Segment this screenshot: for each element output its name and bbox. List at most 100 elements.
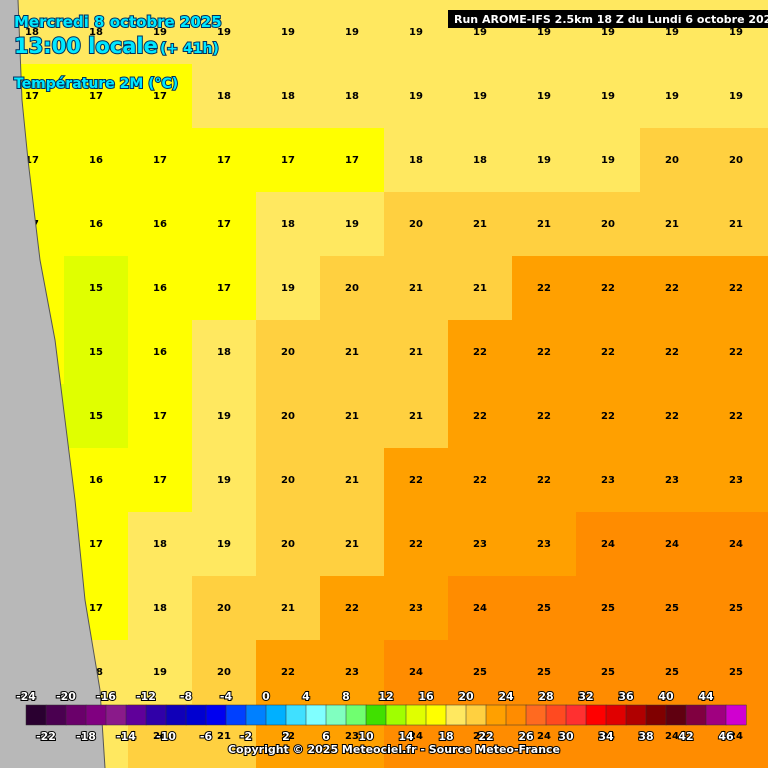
temp-cell	[704, 512, 768, 577]
temp-value: 19	[217, 27, 231, 38]
temp-value: 22	[537, 475, 551, 486]
temp-cell	[192, 256, 257, 321]
temp-cell	[64, 64, 129, 129]
temp-cell	[512, 320, 577, 385]
colorbar-label: 36	[618, 690, 634, 703]
colorbar-label: -12	[136, 690, 156, 703]
temp-value: 24	[601, 731, 615, 742]
temp-value: 16	[89, 219, 103, 230]
temp-cell	[704, 192, 768, 257]
temp-value: 21	[345, 475, 359, 486]
colorbar-cell	[45, 704, 67, 726]
colorbar-cell	[725, 704, 747, 726]
temp-cell	[704, 448, 768, 513]
temp-value: 19	[217, 475, 231, 486]
temp-value: 19	[345, 27, 359, 38]
temp-value: 23	[665, 475, 679, 486]
colorbar-label: -4	[220, 690, 233, 703]
temp-value: 21	[281, 603, 295, 614]
temp-cell	[192, 192, 257, 257]
temp-value: 19	[217, 411, 231, 422]
colorbar-label: 28	[538, 690, 553, 703]
temp-value: 20	[345, 283, 359, 294]
temp-cell	[320, 576, 385, 641]
temp-cell	[512, 576, 577, 641]
temp-cell	[64, 320, 129, 385]
temp-value: 19	[729, 27, 743, 38]
temp-value: 23	[409, 603, 423, 614]
colorbar-cell	[145, 704, 167, 726]
temp-cell	[704, 128, 768, 193]
temp-cell	[448, 576, 513, 641]
colorbar-label: -8	[180, 690, 192, 703]
temp-value: 18	[25, 27, 39, 38]
temp-cell	[512, 256, 577, 321]
temp-value: 21	[345, 411, 359, 422]
temp-cell	[320, 384, 385, 449]
colorbar-label: 2	[282, 730, 290, 743]
temp-cell	[448, 448, 513, 513]
temp-value: 22	[537, 283, 551, 294]
temp-value: 17	[281, 155, 295, 166]
temp-value: 18	[281, 219, 295, 230]
temp-value: 20	[409, 219, 423, 230]
colorbar-label: 40	[658, 690, 674, 703]
colorbar: -24 -20 -16 -12 -8 -4 0 4 8 12 16 20 24 28 32 36 40 44-22…	[15, 689, 747, 744]
temp-value: 20	[281, 411, 295, 422]
temp-cell	[512, 384, 577, 449]
temp-value: 21	[345, 539, 359, 550]
temp-cell	[128, 320, 193, 385]
temp-cell	[448, 128, 513, 193]
colorbar-label: 22	[478, 730, 493, 743]
coastline	[17, 0, 106, 768]
temp-value: 16	[89, 475, 103, 486]
colorbar-cell	[645, 704, 667, 726]
temp-cell	[640, 64, 705, 129]
temp-cell	[640, 640, 705, 705]
temp-value: 18	[473, 155, 487, 166]
temp-cell	[384, 576, 449, 641]
colorbar-label: -22	[36, 730, 56, 743]
temp-value: 21	[217, 731, 231, 742]
temp-cell	[256, 448, 321, 513]
colorbar-label: 18	[438, 730, 453, 743]
temp-cell	[256, 384, 321, 449]
temp-cell	[384, 448, 449, 513]
colorbar-cell	[605, 704, 627, 726]
temp-cell	[640, 320, 705, 385]
run-info: Run AROME-IFS 2.5km 18 Z du Lundi 6 octo…	[454, 13, 768, 26]
temp-value: 25	[537, 667, 551, 678]
colorbar-label: 20	[458, 690, 474, 703]
temp-value: 21	[409, 347, 423, 358]
temp-value: 17	[89, 603, 103, 614]
temp-value: 20	[601, 219, 615, 230]
temp-cell	[192, 320, 257, 385]
temp-cell	[64, 0, 129, 65]
temp-cell	[320, 512, 385, 577]
temp-value: 25	[537, 603, 551, 614]
temp-cell	[256, 128, 321, 193]
temp-value: 17	[89, 539, 103, 550]
temp-cell	[128, 512, 193, 577]
temp-value: 21	[473, 219, 487, 230]
temp-value: 25	[665, 603, 679, 614]
colorbar-label: 4	[302, 690, 310, 703]
colorbar-label: 16	[418, 690, 434, 703]
temp-value: 21	[409, 411, 423, 422]
temp-value: 17	[25, 91, 39, 102]
temp-value: 21	[409, 283, 423, 294]
colorbar-cell	[565, 704, 587, 726]
temp-cell	[256, 576, 321, 641]
temp-value: 16	[153, 347, 167, 358]
colorbar-label: 30	[558, 730, 574, 743]
colorbar-cell	[265, 704, 287, 726]
temp-value: 19	[729, 91, 743, 102]
temp-cell	[320, 0, 385, 65]
temp-value: 24	[473, 603, 487, 614]
colorbar-cell	[245, 704, 267, 726]
temp-value: 15	[89, 347, 103, 358]
parameter: Température 2M (°C)	[14, 76, 178, 92]
colorbar-label: -18	[76, 730, 96, 743]
colorbar-cell	[105, 704, 127, 726]
temp-value: 24	[537, 731, 551, 742]
